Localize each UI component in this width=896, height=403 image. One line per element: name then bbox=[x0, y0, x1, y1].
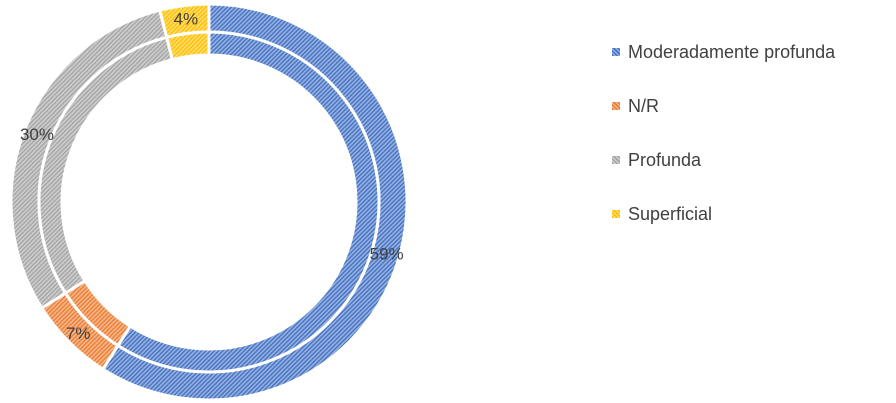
legend-item-superficial: Superficial bbox=[612, 200, 835, 228]
data-label-n-r: 7% bbox=[66, 324, 91, 343]
legend-swatch bbox=[612, 156, 620, 164]
data-label-superficial: 4% bbox=[174, 9, 199, 28]
legend-item-moderadamente-profunda: Moderadamente profunda bbox=[612, 38, 835, 66]
ring2-slice-moderadamente-profunda bbox=[115, 30, 381, 374]
legend-label: N/R bbox=[628, 95, 659, 116]
legend-swatch bbox=[612, 210, 620, 218]
doughnut-rings bbox=[9, 2, 409, 402]
ring2-slice-superficial bbox=[164, 30, 211, 62]
legend-swatch bbox=[612, 102, 620, 110]
data-labels: 59% 7% 30% 4% bbox=[20, 9, 404, 342]
legend-item-nr: N/R bbox=[612, 92, 835, 120]
legend-label: Superficial bbox=[628, 203, 713, 224]
legend-label: Profunda bbox=[628, 149, 702, 170]
legend-label: Moderadamente profunda bbox=[628, 41, 836, 62]
data-label-moderadamente-profunda: 59% bbox=[370, 245, 404, 264]
data-label-profunda: 30% bbox=[20, 125, 54, 144]
legend-swatch bbox=[612, 48, 620, 56]
legend-item-profunda: Profunda bbox=[612, 146, 835, 174]
legend: Moderadamente profunda N/R Profunda Supe… bbox=[612, 38, 835, 254]
